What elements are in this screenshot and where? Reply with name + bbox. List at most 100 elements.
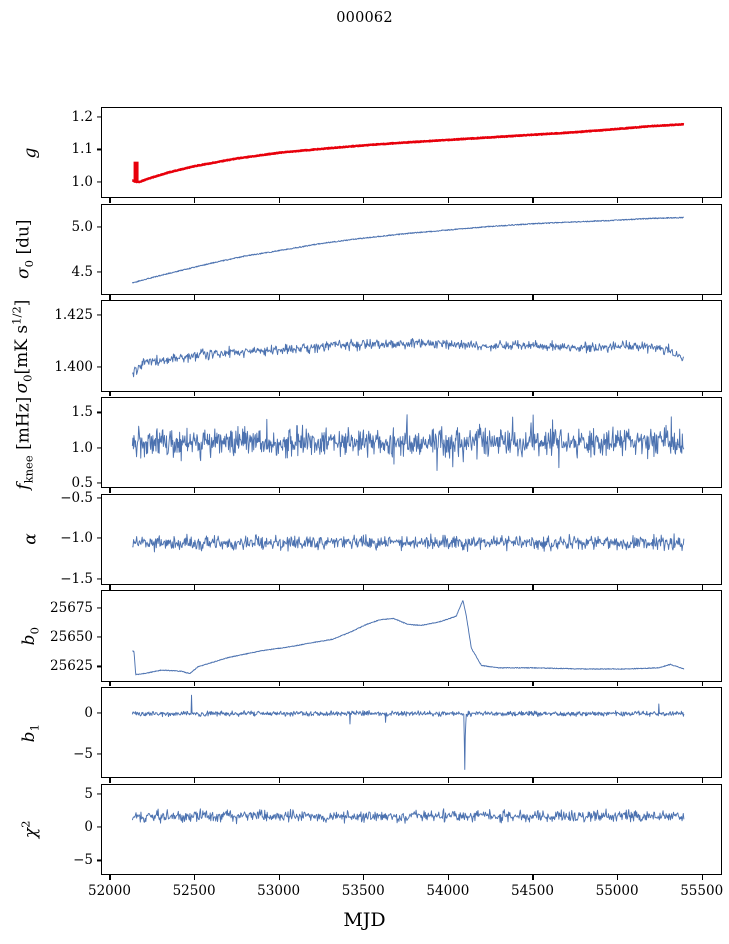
y-tick-label: 5 — [84, 786, 93, 803]
y-tick-label: −1.0 — [60, 530, 93, 547]
y-tick-mark — [97, 148, 101, 150]
x-tick-mark — [447, 391, 449, 397]
subplot-b0 — [101, 590, 722, 682]
x-tick-mark — [363, 778, 365, 783]
series-sigma0-du — [131, 216, 685, 284]
series-chi2 — [131, 807, 685, 824]
x-tick-mark — [363, 875, 365, 880]
x-tick-label: 52000 — [87, 883, 131, 899]
x-tick-mark — [363, 198, 365, 203]
y-tick-label: −5 — [73, 852, 93, 869]
y-tick-label: 0 — [84, 705, 93, 722]
subplot-fknee — [101, 396, 722, 489]
y-axis-label-sigma0-mk: σ0[mK s1/2] — [9, 299, 35, 393]
x-tick-mark — [447, 778, 449, 783]
x-tick-mark — [617, 585, 619, 590]
y-tick-mark — [97, 753, 101, 755]
y-tick-label: 25675 — [50, 599, 93, 616]
y-tick-label: 1.425 — [54, 306, 93, 323]
y-tick-label: 4.5 — [71, 264, 93, 281]
x-tick-mark — [109, 875, 111, 880]
y-axis-label-alpha: α — [20, 533, 41, 546]
y-tick-mark — [97, 411, 101, 413]
y-tick-label: 0.5 — [71, 474, 93, 491]
x-tick-mark — [278, 295, 280, 300]
x-tick-label: 54500 — [511, 883, 554, 899]
x-tick-mark — [447, 488, 449, 493]
x-tick-mark — [194, 391, 196, 397]
y-tick-label: 1.1 — [71, 141, 93, 158]
x-tick-mark — [109, 198, 111, 203]
y-tick-label: 1.0 — [71, 174, 93, 191]
x-tick-mark — [532, 295, 534, 300]
x-tick-mark — [617, 681, 619, 687]
x-tick-mark — [701, 585, 703, 590]
x-tick-mark — [532, 585, 534, 590]
y-tick-label: 1.400 — [54, 358, 93, 375]
subplot-sigma0-mk — [101, 300, 722, 392]
x-tick-mark — [701, 875, 703, 880]
subplot-alpha — [101, 493, 722, 586]
x-tick-mark — [278, 198, 280, 203]
y-tick-mark — [97, 578, 101, 580]
x-axis-label: MJD — [343, 909, 386, 931]
subplot-sigma0-du — [101, 203, 722, 296]
x-tick-label: 54000 — [426, 883, 470, 899]
y-tick-mark — [97, 826, 101, 828]
series-b0 — [132, 600, 685, 676]
x-tick-mark — [701, 488, 703, 493]
y-tick-mark — [97, 712, 101, 714]
subplot-chi2 — [101, 783, 722, 875]
y-tick-mark — [97, 636, 101, 638]
x-tick-mark — [363, 391, 365, 397]
x-tick-mark — [532, 778, 534, 783]
series-gain-model — [132, 123, 684, 184]
y-tick-mark — [97, 447, 101, 449]
y-tick-mark — [97, 497, 101, 499]
series-fknee — [131, 414, 685, 471]
x-tick-mark — [194, 778, 196, 783]
y-tick-label: 25650 — [50, 629, 93, 646]
x-tick-mark — [447, 585, 449, 590]
x-tick-mark — [617, 198, 619, 203]
y-tick-mark — [97, 793, 101, 795]
y-tick-mark — [97, 116, 101, 118]
x-tick-mark — [447, 681, 449, 687]
x-tick-mark — [532, 198, 534, 203]
x-tick-mark — [617, 875, 619, 880]
x-tick-mark — [278, 681, 280, 687]
y-tick-label: 0 — [84, 819, 93, 836]
x-tick-mark — [363, 295, 365, 300]
y-tick-mark — [97, 665, 101, 667]
x-tick-mark — [109, 295, 111, 300]
x-tick-mark — [109, 681, 111, 687]
x-tick-mark — [617, 295, 619, 300]
x-tick-mark — [109, 391, 111, 397]
y-axis-label-gain: g — [19, 147, 40, 159]
y-tick-mark — [97, 225, 101, 228]
x-tick-mark — [532, 391, 534, 397]
x-tick-label: 53500 — [341, 883, 385, 899]
y-tick-label: 25625 — [50, 658, 93, 675]
x-tick-label: 55500 — [680, 883, 724, 899]
x-tick-mark — [363, 488, 365, 493]
x-tick-mark — [278, 875, 280, 880]
y-axis-label-fknee: fknee [mHz] — [12, 396, 36, 490]
y-tick-mark — [97, 607, 101, 609]
series-sigma0-mk — [132, 338, 685, 378]
x-tick-mark — [701, 198, 703, 203]
x-tick-mark — [109, 488, 111, 493]
y-tick-mark — [97, 181, 101, 183]
x-tick-mark — [701, 778, 703, 783]
y-tick-mark — [97, 314, 101, 316]
x-tick-mark — [109, 778, 111, 783]
x-tick-mark — [363, 681, 365, 687]
series-b1 — [131, 694, 685, 770]
x-tick-mark — [194, 198, 196, 203]
y-axis-label-b0: b0 — [18, 627, 42, 646]
y-tick-mark — [97, 537, 101, 539]
subplot-gain — [101, 107, 722, 199]
x-tick-mark — [532, 681, 534, 687]
subplot-b1 — [101, 686, 722, 779]
